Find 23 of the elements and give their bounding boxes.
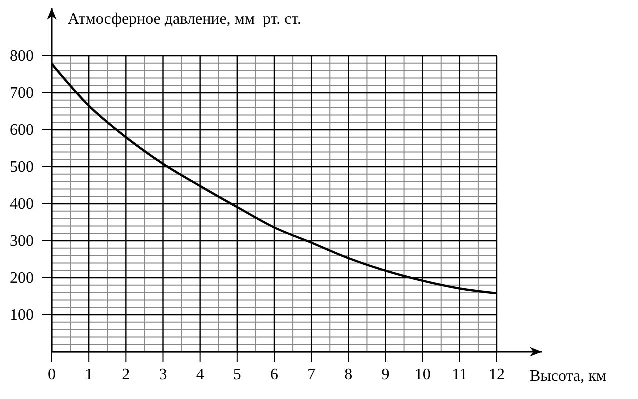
x-tick-label: 7 bbox=[308, 366, 316, 384]
x-tick-label: 1 bbox=[85, 366, 94, 384]
y-tick-label: 300 bbox=[10, 233, 34, 250]
x-tick-label: 10 bbox=[414, 366, 431, 384]
y-axis-title: Атмосферное давление, мм рт. ст. bbox=[68, 11, 302, 28]
x-tick-label: 8 bbox=[344, 366, 353, 384]
x-tick-label: 4 bbox=[196, 366, 204, 384]
y-tick-label: 200 bbox=[10, 270, 34, 288]
y-tick-label: 500 bbox=[10, 159, 34, 176]
x-axis-title: Высота, км bbox=[530, 368, 606, 385]
x-tick-label: 2 bbox=[122, 366, 130, 384]
x-tick-label: 3 bbox=[159, 366, 168, 384]
x-tick-label: 5 bbox=[233, 366, 242, 384]
x-tick-label: 12 bbox=[489, 366, 505, 384]
y-tick-label: 700 bbox=[10, 85, 34, 102]
y-tick-label: 400 bbox=[10, 196, 34, 214]
x-tick-label: 0 bbox=[48, 366, 56, 384]
y-tick-label: 800 bbox=[10, 48, 34, 66]
y-tick-label: 600 bbox=[10, 122, 34, 140]
x-tick-label: 11 bbox=[452, 366, 468, 384]
x-tick-label: 9 bbox=[382, 366, 390, 384]
x-tick-label: 6 bbox=[270, 366, 278, 384]
y-tick-label: 100 bbox=[10, 307, 34, 324]
